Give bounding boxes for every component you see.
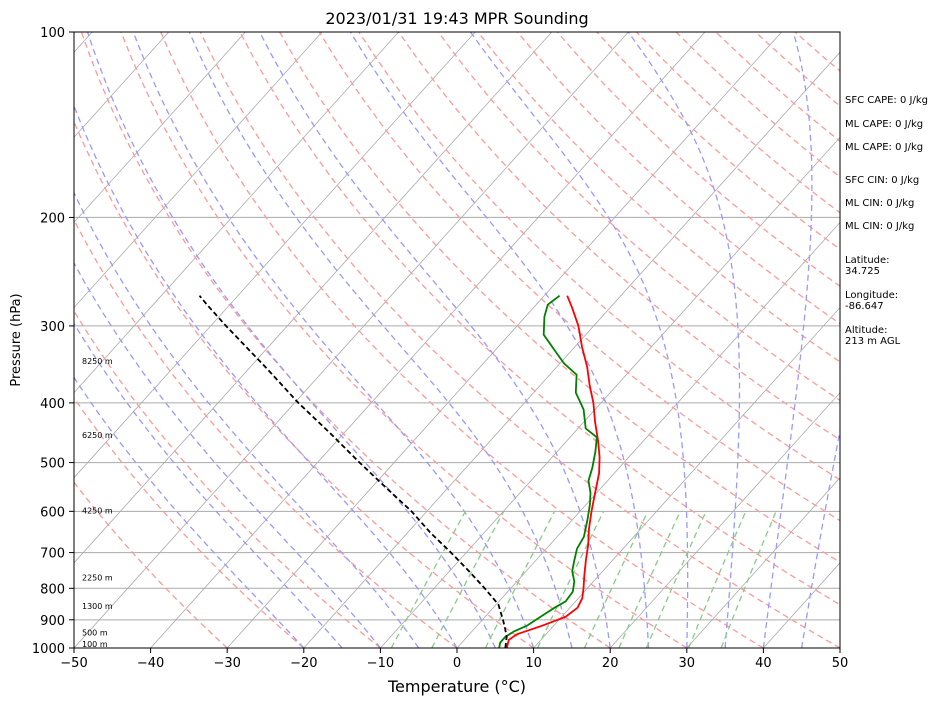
sounding-annotation: ML CAPE: 0 J/kg — [845, 142, 924, 153]
x-tick-label: −50 — [60, 656, 87, 671]
x-tick-label: 0 — [453, 656, 461, 671]
y-tick-label: 900 — [40, 614, 65, 629]
x-tick-label: 10 — [525, 656, 542, 671]
isotherm-line — [74, 32, 170, 138]
mixing-ratio-line — [618, 511, 681, 648]
moist-adiabat — [74, 191, 420, 648]
mixing-ratio-line — [484, 511, 556, 648]
y-axis-label: Pressure (hPa) — [9, 293, 24, 386]
parcel-profile-line — [198, 295, 508, 648]
y-tick-label: 700 — [40, 547, 65, 562]
sounding-annotation: ML CAPE: 0 J/kg — [845, 119, 924, 130]
y-tick-label: 800 — [40, 582, 65, 597]
dry-adiabat — [239, 32, 840, 606]
dry-adiabat — [74, 218, 458, 648]
moist-adiabat — [762, 32, 813, 648]
moist-adiabat — [74, 104, 458, 648]
dry-adiabat — [160, 32, 764, 648]
isotherm-line — [533, 306, 840, 648]
moist-adiabat — [74, 261, 381, 648]
sounding-annotation: Altitude: 213 m AGL — [845, 325, 901, 347]
isotherm-line — [74, 32, 629, 648]
y-tick-label: 600 — [40, 505, 65, 520]
sounding-annotation: ML CIN: 0 J/kg — [845, 221, 915, 232]
height-label: 6250 m — [82, 431, 113, 440]
x-tick-label: 30 — [679, 656, 696, 671]
mixing-ratio-line — [536, 511, 605, 648]
chart-title: 2023/01/31 19:43 MPR Sounding — [325, 9, 588, 28]
height-label: 4250 m — [82, 506, 113, 515]
sounding-annotation: ML CIN: 0 J/kg — [845, 198, 915, 209]
y-tick-label: 100 — [40, 26, 65, 41]
y-tick-label: 300 — [40, 320, 65, 335]
isotherm-line — [686, 477, 840, 648]
x-tick-label: −20 — [290, 656, 317, 671]
dry-adiabat — [477, 32, 840, 363]
temperature-profile-line — [505, 295, 601, 648]
x-axis-label: Temperature (°C) — [387, 677, 526, 696]
height-label: 1300 m — [82, 602, 113, 611]
x-tick-label: 50 — [832, 656, 849, 671]
dry-adiabat — [74, 396, 305, 648]
moist-adiabat — [349, 32, 650, 648]
isotherm-line — [74, 32, 323, 309]
y-tick-label: 200 — [40, 211, 65, 226]
y-tick-label: 1000 — [32, 642, 65, 657]
dry-adiabat — [437, 32, 840, 402]
sounding-annotation: SFC CIN: 0 J/kg — [845, 175, 920, 186]
dry-adiabat — [80, 32, 611, 648]
y-tick-label: 500 — [40, 457, 65, 472]
moist-adiabat — [188, 32, 573, 648]
isotherm-line — [226, 32, 782, 648]
dry-adiabat — [279, 32, 840, 563]
plot-frame — [73, 31, 841, 649]
isotherm-line — [609, 392, 840, 648]
moist-adiabat — [801, 427, 840, 648]
moist-adiabat — [259, 32, 611, 648]
isotherm-line — [150, 32, 706, 648]
isotherm-line — [380, 136, 840, 648]
mixing-ratio-line — [688, 511, 747, 648]
mixing-ratio-line — [645, 511, 707, 648]
dry-adiabat — [74, 481, 228, 648]
moist-adiabat — [469, 32, 689, 648]
x-tick-label: −30 — [213, 656, 240, 671]
height-label: 100 m — [82, 640, 108, 649]
isotherm-line — [456, 221, 840, 648]
y-tick-label: 400 — [40, 397, 65, 412]
height-label: 2250 m — [82, 574, 113, 583]
isotherm-line — [74, 32, 476, 479]
moist-adiabat — [132, 32, 535, 648]
x-tick-label: 20 — [602, 656, 619, 671]
dry-adiabat — [74, 120, 534, 648]
isotherm-line — [74, 32, 246, 224]
dry-adiabat — [120, 32, 688, 648]
mixing-ratio-line — [431, 510, 505, 648]
mixing-ratio-line — [390, 510, 466, 648]
x-tick-label: −10 — [367, 656, 394, 671]
x-tick-label: 40 — [755, 656, 772, 671]
dry-adiabat — [318, 32, 840, 522]
moist-adiabat — [86, 32, 496, 648]
dry-adiabat — [74, 309, 381, 648]
height-label: 8250 m — [82, 357, 113, 366]
isotherm-line — [74, 32, 399, 394]
moist-adiabat — [627, 32, 741, 648]
height-label: 500 m — [82, 629, 108, 638]
dry-adiabat — [199, 32, 840, 648]
isotherm-line — [74, 32, 553, 564]
dewpoint-profile-line — [498, 294, 598, 648]
sounding-annotation: SFC CAPE: 0 J/kg — [845, 95, 928, 106]
mixing-ratio-line — [583, 511, 649, 648]
dry-adiabat — [517, 32, 840, 325]
sounding-annotation: Latitude: 34.725 — [845, 255, 890, 277]
sounding-annotation: Longitude: -86.647 — [845, 290, 899, 312]
mixing-ratio-line — [720, 511, 777, 648]
x-tick-label: −40 — [137, 656, 164, 671]
